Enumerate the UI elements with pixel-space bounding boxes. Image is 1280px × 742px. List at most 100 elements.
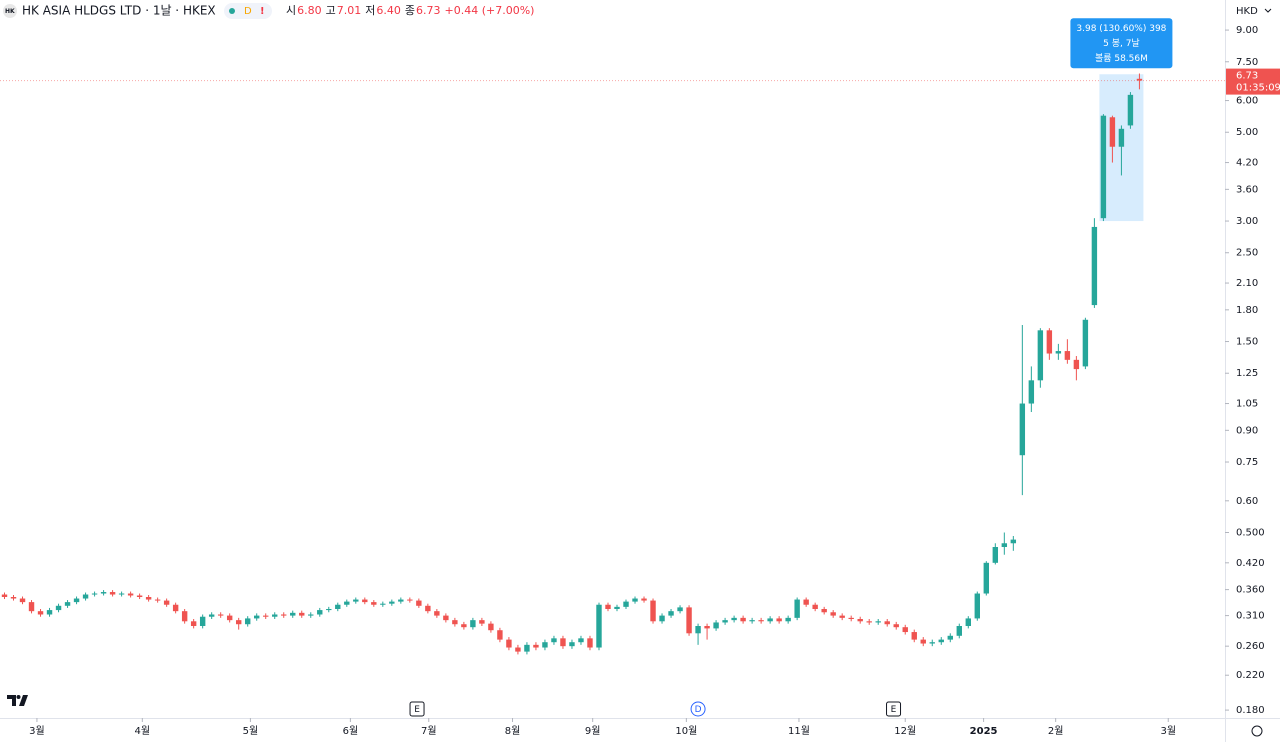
- candle-body: [560, 638, 566, 647]
- candle-body: [1019, 403, 1026, 456]
- y-tick-label: 7.50: [1236, 57, 1258, 68]
- y-tick-label: 1.80: [1236, 305, 1258, 316]
- candle-body: [416, 600, 422, 606]
- candle-body: [830, 612, 836, 616]
- event-marker: [886, 701, 902, 717]
- candle-body: [10, 597, 17, 599]
- candle-body: [1073, 359, 1080, 370]
- candle-body: [127, 593, 134, 596]
- candle-body: [965, 618, 971, 626]
- candle-body: [380, 603, 386, 605]
- settings-icon[interactable]: [1251, 725, 1263, 737]
- candle-body: [217, 614, 224, 616]
- change: +0.44 (+7.00%): [445, 4, 535, 17]
- candle-body: [299, 612, 305, 616]
- candle-body: [929, 642, 935, 644]
- logo-shape: [7, 695, 28, 706]
- candle-body: [235, 620, 242, 625]
- candle-body: [326, 608, 332, 611]
- y-tick-label: 2.50: [1236, 248, 1258, 259]
- candle-body: [650, 600, 656, 622]
- candle-body: [154, 599, 161, 601]
- candle-body: [425, 605, 431, 612]
- candle-body: [1100, 115, 1107, 219]
- candle-body: [461, 624, 467, 628]
- symbol-icon: [3, 4, 17, 18]
- candle-body: [479, 620, 485, 624]
- candle-body: [488, 623, 494, 631]
- candle-body: [803, 599, 809, 605]
- candle-body: [632, 598, 638, 602]
- x-tick-label: 12월: [894, 725, 916, 737]
- candle-body: [1082, 319, 1089, 367]
- candle-body: [172, 604, 179, 612]
- candle-body: [317, 610, 323, 615]
- x-tick-label: 6월: [343, 725, 359, 737]
- candle-body: [713, 622, 719, 629]
- candle-body: [28, 602, 35, 612]
- measure-label-bg: [1070, 18, 1173, 69]
- candle-body: [181, 611, 188, 622]
- candle-body: [812, 604, 818, 609]
- candle-body: [398, 599, 404, 602]
- candle-body: [245, 618, 251, 625]
- candle-body: [308, 614, 314, 616]
- logo-dot: [16, 695, 21, 699]
- candle-body: [1091, 226, 1098, 306]
- y-tick-label: 3.00: [1236, 216, 1258, 227]
- last-price: 6.73: [1236, 71, 1258, 82]
- candle-body: [767, 618, 773, 622]
- candle-body: [596, 604, 602, 648]
- candle-body: [362, 599, 368, 603]
- ohlc-value: 7.01: [337, 4, 362, 17]
- x-tick-label: 8월: [505, 725, 521, 737]
- countdown: 01:35:09: [1236, 83, 1280, 94]
- y-tick-label: 2.10: [1236, 278, 1258, 289]
- candle-body: [1127, 94, 1134, 126]
- y-tick-label: 0.260: [1236, 641, 1265, 652]
- x-tick-label: 10월: [675, 725, 697, 737]
- candle-body: [884, 621, 890, 625]
- candle-body: [353, 599, 359, 602]
- candle-body: [470, 620, 476, 628]
- candle-body: [542, 642, 548, 648]
- status-dot: [229, 8, 235, 14]
- currency[interactable]: HKD: [1236, 6, 1258, 17]
- y-tick-label: 1.50: [1236, 337, 1258, 348]
- event-label: E: [891, 705, 897, 715]
- y-tick-label: 0.180: [1236, 705, 1265, 716]
- candle-body: [533, 644, 539, 648]
- candle-body: [947, 635, 953, 640]
- y-tick-label: 0.75: [1236, 457, 1258, 468]
- candle-body: [848, 617, 854, 619]
- candle-body: [1109, 117, 1116, 147]
- candle-body: [893, 624, 899, 628]
- candle-body: [875, 621, 881, 623]
- y-tick-label: 6.00: [1236, 96, 1258, 107]
- symbol-icon-text: HK: [5, 8, 15, 15]
- candle-body: [623, 601, 629, 607]
- event-label: D: [695, 705, 702, 715]
- ohlc-label: 시: [286, 4, 296, 17]
- ohlc-value: 6.73: [416, 4, 441, 17]
- alert: !: [260, 6, 265, 17]
- candle-body: [695, 625, 701, 634]
- x-tick-label: 4월: [135, 725, 151, 737]
- candle-body: [263, 615, 269, 617]
- ohlc-value: 6.40: [376, 4, 401, 17]
- candle-body: [614, 606, 620, 609]
- candle-body: [1136, 78, 1143, 81]
- badge-pill[interactable]: [224, 3, 272, 19]
- candle-body: [254, 615, 260, 619]
- candle-body: [91, 593, 98, 595]
- candle-body: [668, 611, 674, 616]
- y-tick-label: 0.360: [1236, 585, 1265, 596]
- candle-body: [407, 599, 413, 601]
- x-tick-label: 3월: [1160, 725, 1176, 737]
- candle-body: [1037, 330, 1044, 381]
- plot: [1, 73, 1144, 655]
- ohlc-label: 고: [326, 4, 336, 17]
- x-tick-label: 2월: [1048, 725, 1064, 737]
- header: HK HK ASIA HLDGS LTD · 1날 · HKEX D ! 시 6.…: [0, 0, 534, 22]
- candle-body: [199, 616, 206, 626]
